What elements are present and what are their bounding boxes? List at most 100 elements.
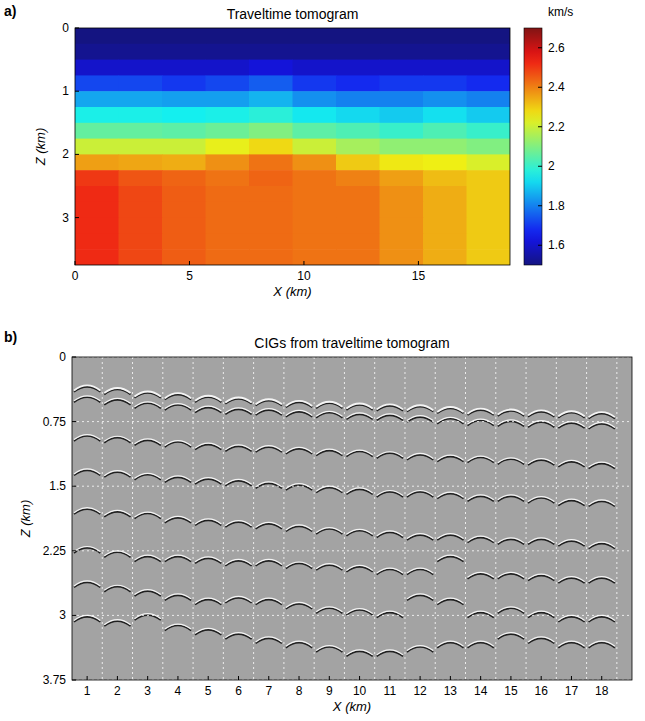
cell xyxy=(467,202,511,218)
tick xyxy=(72,421,76,422)
event xyxy=(225,596,251,601)
event xyxy=(256,559,282,564)
tick-label: 10 xyxy=(353,684,367,698)
tick xyxy=(418,261,419,265)
cell xyxy=(467,123,511,139)
colorbar-tick xyxy=(538,166,542,167)
cell xyxy=(423,123,467,139)
event xyxy=(468,495,494,500)
plot-background xyxy=(72,357,632,680)
cell xyxy=(75,123,119,139)
event xyxy=(589,422,615,427)
event xyxy=(316,646,342,651)
event xyxy=(589,542,615,547)
cell xyxy=(249,218,293,234)
cell xyxy=(75,202,119,218)
tick-label: 12 xyxy=(413,684,427,698)
event xyxy=(195,478,221,483)
tick xyxy=(72,615,76,616)
tick-label: 5 xyxy=(186,269,193,283)
grid-line xyxy=(72,421,632,422)
event xyxy=(407,594,433,599)
colorbar-tick-label: 2 xyxy=(548,159,555,173)
cell xyxy=(380,202,424,218)
cell xyxy=(162,186,206,202)
cell xyxy=(293,91,337,107)
cell xyxy=(293,249,337,265)
event xyxy=(498,538,524,543)
colorbar-tick-label: 2.4 xyxy=(548,80,565,94)
tick-label: 4 xyxy=(175,684,182,698)
axis-title: Z (km) xyxy=(33,128,48,167)
event xyxy=(256,637,282,642)
cell xyxy=(380,91,424,107)
event xyxy=(316,564,342,569)
cell xyxy=(119,91,163,107)
cell xyxy=(336,107,380,123)
cell xyxy=(206,218,250,234)
cell xyxy=(119,154,163,170)
colorbar-tick-label: 2.2 xyxy=(548,120,565,134)
cell xyxy=(293,60,337,76)
event xyxy=(377,568,403,573)
event xyxy=(286,447,312,452)
event xyxy=(225,445,251,450)
cells xyxy=(75,28,510,265)
event xyxy=(528,637,554,642)
colorbar-tick-label: 1.8 xyxy=(548,199,565,213)
tick xyxy=(541,676,542,680)
cell xyxy=(206,202,250,218)
event xyxy=(377,414,403,419)
cell xyxy=(249,186,293,202)
event xyxy=(135,402,161,407)
cell xyxy=(336,170,380,186)
cell xyxy=(206,123,250,139)
panel-label: b) xyxy=(4,329,17,345)
tick-label: 18 xyxy=(595,684,609,698)
tick-label: 14 xyxy=(474,684,488,698)
tick xyxy=(75,261,76,265)
cell xyxy=(380,249,424,265)
event xyxy=(589,412,615,417)
cell xyxy=(206,28,250,44)
cell xyxy=(467,139,511,155)
event xyxy=(377,650,403,655)
event xyxy=(498,607,524,612)
cell xyxy=(336,91,380,107)
event xyxy=(407,534,433,539)
event xyxy=(377,452,403,457)
event xyxy=(195,406,221,411)
cell xyxy=(336,249,380,265)
tick-label: 0 xyxy=(59,350,66,364)
grid-line xyxy=(465,357,466,680)
event xyxy=(74,385,100,390)
event xyxy=(256,399,282,404)
cell xyxy=(380,139,424,155)
event xyxy=(104,551,130,556)
event xyxy=(135,614,161,619)
event xyxy=(225,521,251,526)
event xyxy=(528,459,554,464)
tick xyxy=(117,676,118,680)
colorbar xyxy=(524,28,542,265)
cell xyxy=(467,233,511,249)
event xyxy=(346,609,372,614)
event xyxy=(165,476,191,481)
event xyxy=(468,456,494,461)
tick-label: 15 xyxy=(504,684,518,698)
cell xyxy=(467,107,511,123)
event xyxy=(558,615,584,620)
event xyxy=(468,536,494,541)
grid-line xyxy=(162,357,163,680)
tick-label: 1 xyxy=(62,84,69,98)
cell xyxy=(467,28,511,44)
cell xyxy=(162,60,206,76)
tick-label: 10 xyxy=(297,269,311,283)
cell xyxy=(293,202,337,218)
tick xyxy=(238,676,239,680)
event xyxy=(437,492,463,497)
cell xyxy=(293,139,337,155)
cell xyxy=(119,218,163,234)
cell xyxy=(162,28,206,44)
tick xyxy=(510,676,511,680)
